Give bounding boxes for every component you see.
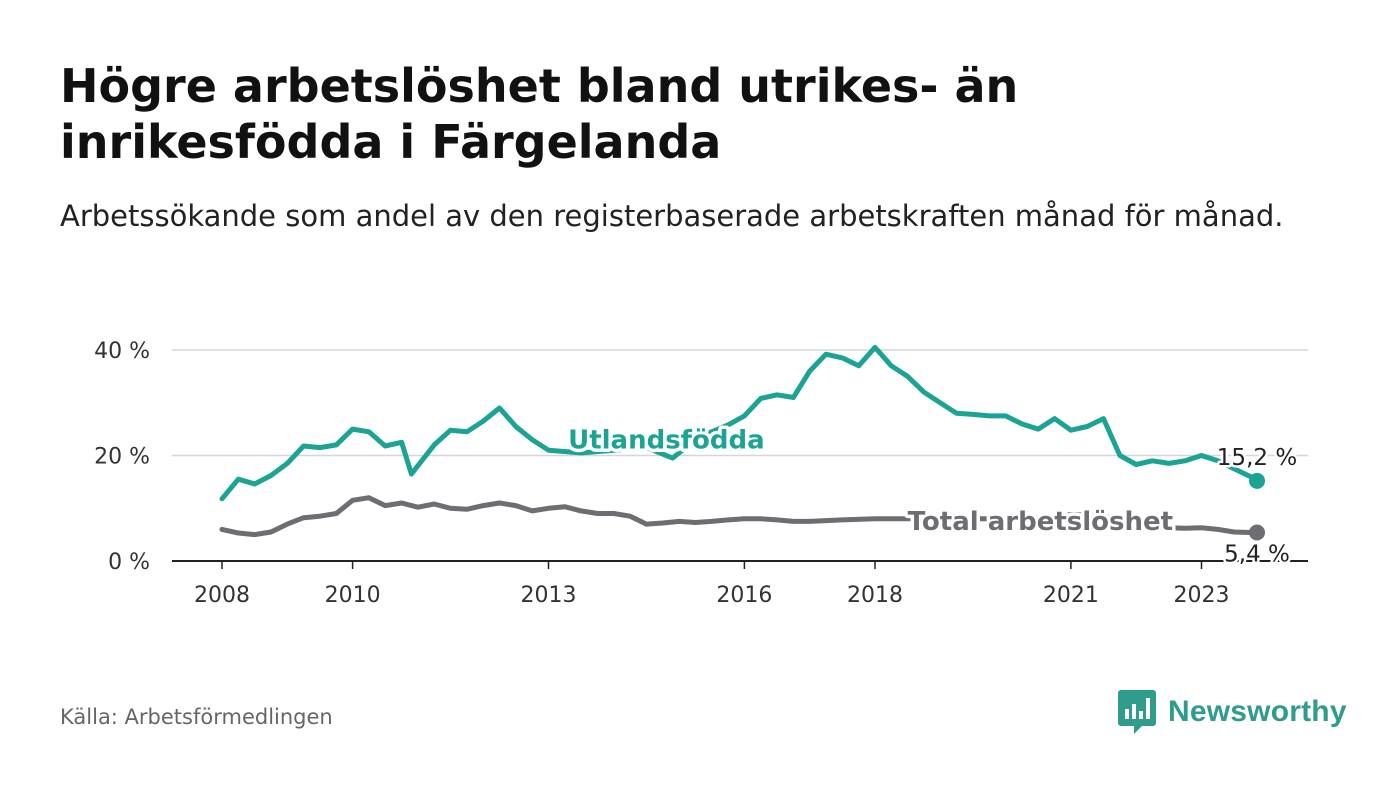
chart-subtitle: Arbetssökande som andel av den registerb…: [60, 199, 1284, 233]
x-tick-label: 2013: [520, 583, 576, 608]
y-tick-label: 40 %: [94, 339, 150, 364]
x-tick-label: 2010: [325, 583, 381, 608]
series-end-dot: [1249, 524, 1265, 541]
series-line-utlandsfodda: [219, 344, 1260, 502]
series-end-value: 15,2 %: [1217, 445, 1297, 471]
chart-title: Högre arbetslöshet bland utrikes- än inr…: [60, 59, 1019, 169]
x-axis-ticks: 2008 2010 2013 2016 2018 2021 2023: [194, 561, 1229, 608]
series-annotation: Utlandsfödda: [568, 426, 765, 456]
series-lines: [172, 344, 1308, 562]
brand-name: Newsworthy: [1168, 695, 1347, 728]
series-annotation: Total arbetslöshet: [908, 507, 1173, 537]
series-line-total: [219, 495, 1260, 538]
x-tick-label: 2008: [194, 583, 250, 608]
source-label: Källa: Arbetsförmedlingen: [60, 705, 333, 729]
series-labels: Utlandsfödda Total arbetslöshet 15,2 % 5,4 …: [565, 422, 1300, 570]
brand-logo[interactable]: Newsworthy: [1118, 688, 1347, 736]
y-tick-label: 0 %: [108, 550, 150, 575]
x-tick-label: 2023: [1173, 583, 1229, 608]
x-tick-label: 2021: [1043, 583, 1099, 608]
x-tick-label: 2016: [716, 583, 772, 608]
y-tick-label: 20 %: [94, 445, 150, 470]
y-axis-ticks: 0 % 20 % 40 %: [94, 339, 150, 575]
newsworthy-logo-icon: [1118, 690, 1156, 734]
x-tick-label: 2018: [847, 583, 903, 608]
series-end-value: 5,4 %: [1224, 542, 1290, 568]
series-end-dot: [1249, 472, 1265, 489]
